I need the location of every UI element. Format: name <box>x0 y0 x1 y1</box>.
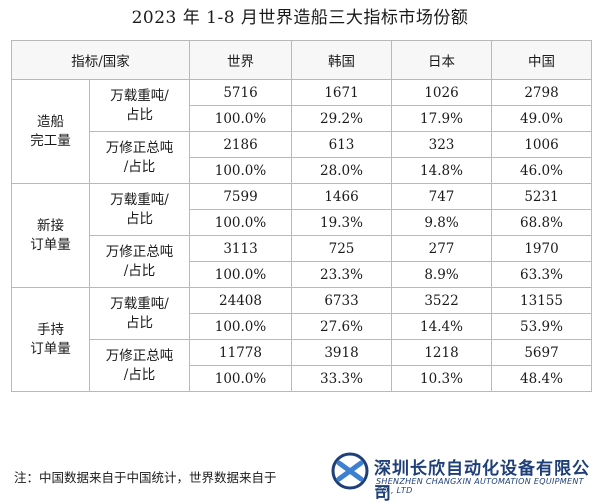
cell-china-share: 53.9% <box>491 313 592 340</box>
cell-japan-value: 747 <box>391 183 492 210</box>
cell-japan-value: 277 <box>391 235 492 262</box>
cell-world-value: 2186 <box>189 131 292 158</box>
cell-korea-share: 33.3% <box>291 365 392 392</box>
group-label: 手持 订单量 <box>11 287 90 392</box>
cell-japan-value: 1026 <box>391 79 492 106</box>
market-share-table: 指标/国家 世界 韩国 日本 中国 造船 完工量 万载重吨/占比 5716 1671 10… <box>11 40 592 392</box>
cell-world-value: 5716 <box>189 79 292 106</box>
logo-mark-icon <box>331 452 369 490</box>
table-row: 万修正总吨/占比 3113 725 277 1970 <box>12 235 592 288</box>
cell-world-share: 100.0% <box>189 365 292 392</box>
header-row: 指标/国家 世界 韩国 日本 中国 <box>11 40 592 80</box>
table-row: 100.0% 27.6% 14.4% 53.9% <box>12 313 592 340</box>
cell-china-share: 68.8% <box>491 209 592 236</box>
cell-korea-value: 1466 <box>291 183 392 210</box>
table-row: 新接 订单量 万载重吨/占比 7599 1466 747 5231 <box>11 183 592 288</box>
source-note: 注：中国数据来自于中国统计，世界数据来自于 <box>14 470 277 485</box>
table-row: 100.0% 28.0% 14.8% 46.0% <box>12 157 592 184</box>
cell-world-value: 3113 <box>189 235 292 262</box>
cell-china-value: 5231 <box>491 183 592 210</box>
metric-label-line: /占比 <box>123 158 156 175</box>
cell-world-share: 100.0% <box>189 157 292 184</box>
cell-japan-share: 14.8% <box>391 157 492 184</box>
cell-china-share: 49.0% <box>491 105 592 132</box>
cell-china-value: 2798 <box>491 79 592 106</box>
metric-label-line: 万载重吨/ <box>110 87 169 104</box>
metric-label-line: /占比 <box>123 366 156 383</box>
cell-china-share: 46.0% <box>491 157 592 184</box>
cell-japan-share: 14.4% <box>391 313 492 340</box>
cell-korea-share: 23.3% <box>291 261 392 288</box>
group-label: 新接 订单量 <box>11 183 90 288</box>
metric-label-line: /占比 <box>123 262 156 279</box>
cell-korea-value: 3918 <box>291 339 392 366</box>
metric-label-line: 万修正总吨 <box>105 243 174 260</box>
metric-label-line: 占比 <box>126 210 153 227</box>
cell-japan-value: 323 <box>391 131 492 158</box>
cell-japan-share: 10.3% <box>391 365 492 392</box>
cell-japan-value: 1218 <box>391 339 492 366</box>
cell-world-share: 100.0% <box>189 261 292 288</box>
cell-world-value: 24408 <box>189 287 292 314</box>
cell-world-value: 11778 <box>189 339 292 366</box>
cell-china-share: 48.4% <box>491 365 592 392</box>
table-title: 2023 年 1-8 月世界造船三大指标市场份额 <box>131 8 469 28</box>
metric-label-line: 占比 <box>126 106 153 123</box>
cell-korea-share: 29.2% <box>291 105 392 132</box>
cell-korea-value: 1671 <box>291 79 392 106</box>
cell-korea-value: 613 <box>291 131 392 158</box>
col-header-korea: 韩国 <box>291 40 392 80</box>
metric-label: 万修正总吨/占比 <box>89 131 190 184</box>
cell-japan-share: 9.8% <box>391 209 492 236</box>
cell-japan-share: 17.9% <box>391 105 492 132</box>
cell-korea-share: 28.0% <box>291 157 392 184</box>
metric-label: 万载重吨/占比 <box>89 183 190 236</box>
metric-label: 万载重吨/占比 <box>89 287 190 340</box>
table-row: 100.0% 19.3% 9.8% 68.8% <box>12 209 592 236</box>
table-row: 100.0% 33.3% 10.3% 48.4% <box>12 365 592 392</box>
metric-label-line: 万载重吨/ <box>110 191 169 208</box>
cell-korea-share: 27.6% <box>291 313 392 340</box>
table-row: 手持 订单量 万载重吨/占比 24408 6733 3522 13155 <box>11 287 592 392</box>
group-label: 造船 完工量 <box>11 79 90 184</box>
company-logo: 深圳长欣自动化设备有限公司 SHENZHEN CHANGXIN AUTOMATI… <box>330 448 600 504</box>
cell-world-share: 100.0% <box>189 313 292 340</box>
cell-china-value: 1970 <box>491 235 592 262</box>
metric-label-line: 万修正总吨 <box>105 139 174 156</box>
metric-label: 万修正总吨/占比 <box>89 235 190 288</box>
cell-korea-value: 6733 <box>291 287 392 314</box>
table-row: 万修正总吨/占比 2186 613 323 1006 <box>12 131 592 184</box>
cell-japan-share: 8.9% <box>391 261 492 288</box>
metric-label-line: 占比 <box>126 314 153 331</box>
group-label-line: 新接 <box>37 217 64 234</box>
cell-world-share: 100.0% <box>189 105 292 132</box>
metric-label-line: 万修正总吨 <box>105 347 174 364</box>
cell-china-share: 63.3% <box>491 261 592 288</box>
group-label-line: 完工量 <box>30 132 71 149</box>
metric-label: 万载重吨/占比 <box>89 79 190 132</box>
table-row: 100.0% 23.3% 8.9% 63.3% <box>12 261 592 288</box>
cell-japan-value: 3522 <box>391 287 492 314</box>
group-label-line: 订单量 <box>30 340 71 357</box>
table-row: 万修正总吨/占比 11778 3918 1218 5697 <box>12 339 592 392</box>
cell-korea-value: 725 <box>291 235 392 262</box>
metric-label: 万修正总吨/占比 <box>89 339 190 392</box>
cell-world-value: 7599 <box>189 183 292 210</box>
cell-china-value: 5697 <box>491 339 592 366</box>
cell-china-value: 1006 <box>491 131 592 158</box>
col-header-japan: 日本 <box>391 40 492 80</box>
logo-name-en: SHENZHEN CHANGXIN AUTOMATION EQUIPMENT C… <box>376 477 584 495</box>
table-row: 100.0% 29.2% 17.9% 49.0% <box>12 105 592 132</box>
group-label-line: 造船 <box>37 113 64 130</box>
cell-korea-share: 19.3% <box>291 209 392 236</box>
group-label-line: 订单量 <box>30 236 71 253</box>
col-header-china: 中国 <box>491 40 592 80</box>
group-label-line: 手持 <box>37 321 64 338</box>
corner-header: 指标/国家 <box>11 40 190 80</box>
cell-world-share: 100.0% <box>189 209 292 236</box>
col-header-world: 世界 <box>189 40 292 80</box>
cell-china-value: 13155 <box>491 287 592 314</box>
table-row: 造船 完工量 万载重吨/占比 5716 1671 1026 2798 <box>11 79 592 184</box>
metric-label-line: 万载重吨/ <box>110 295 169 312</box>
